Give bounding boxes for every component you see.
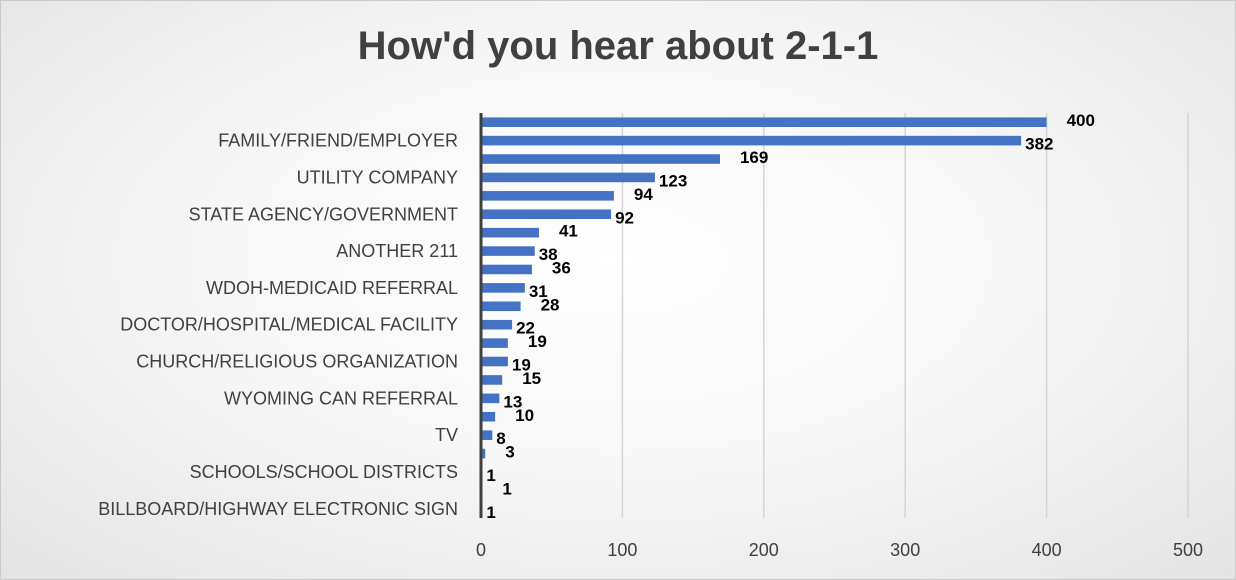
bar — [481, 246, 535, 256]
chart-title: How'd you hear about 2-1-1 — [357, 24, 879, 68]
bar — [481, 135, 1022, 146]
data-label: 22 — [516, 319, 535, 338]
bar — [481, 227, 539, 238]
x-tick-label: 200 — [749, 540, 779, 560]
x-tick-label: 400 — [1032, 540, 1062, 560]
gridlines — [621, 113, 1189, 518]
bar — [481, 393, 500, 404]
bar — [481, 264, 532, 275]
bar — [481, 356, 508, 367]
bar — [481, 191, 614, 201]
data-label: 31 — [529, 282, 548, 301]
data-label: 169 — [740, 148, 768, 167]
data-label: 400 — [1067, 111, 1095, 130]
bar — [481, 283, 525, 293]
category-label: TV — [435, 425, 458, 445]
bars — [481, 117, 1047, 514]
data-label: 123 — [659, 171, 687, 190]
category-label: BILLBOARD/HIGHWAY ELECTRONIC SIGN — [98, 499, 458, 519]
category-label: ANOTHER 211 — [336, 241, 458, 261]
data-label: 10 — [515, 406, 534, 425]
labels: 0 100 200 300 400 500400382169123949241383631… — [98, 111, 1203, 560]
x-tick-label: 500 — [1173, 540, 1203, 560]
category-label: CHURCH/RELIGIOUS ORGANIZATION — [136, 352, 458, 372]
category-label: UTILITY COMPANY — [297, 167, 458, 187]
data-label: 13 — [503, 392, 522, 411]
bar — [481, 430, 493, 440]
category-label: WYOMING CAN REFERRAL — [224, 388, 458, 408]
data-label: 92 — [615, 208, 634, 227]
bar — [481, 319, 513, 330]
x-tick-label: 100 — [607, 540, 637, 560]
category-label: SCHOOLS/SCHOOL DISTRICTS — [190, 462, 458, 482]
bar — [481, 411, 496, 422]
data-label: 1 — [486, 466, 495, 485]
data-label: 19 — [528, 332, 547, 351]
category-label: WDOH-MEDICAID REFERRAL — [206, 278, 458, 298]
data-label: 19 — [512, 356, 531, 375]
category-label: FAMILY/FRIEND/EMPLOYER — [218, 131, 458, 151]
bar — [481, 209, 612, 220]
bar — [481, 338, 508, 348]
bar — [481, 375, 503, 385]
data-label: 3 — [505, 443, 514, 462]
bar — [481, 172, 655, 183]
data-label: 38 — [539, 245, 558, 264]
data-label: 28 — [541, 295, 560, 314]
x-tick-label: 0 — [476, 540, 486, 560]
data-label: 36 — [552, 258, 571, 277]
data-label: 15 — [522, 369, 541, 388]
data-label: 41 — [559, 222, 578, 241]
bar — [481, 117, 1047, 127]
data-label: 1 — [502, 479, 511, 498]
data-label: 94 — [634, 185, 653, 204]
category-label: STATE AGENCY/GOVERNMENT — [189, 204, 458, 224]
data-label: 1 — [486, 503, 495, 522]
x-tick-label: 300 — [890, 540, 920, 560]
bar — [481, 448, 486, 459]
data-label: 382 — [1025, 135, 1053, 154]
bar — [481, 154, 720, 164]
data-label: 8 — [496, 429, 505, 448]
category-label: DOCTOR/HOSPITAL/MEDICAL FACILITY — [120, 315, 458, 335]
bar — [481, 301, 521, 312]
